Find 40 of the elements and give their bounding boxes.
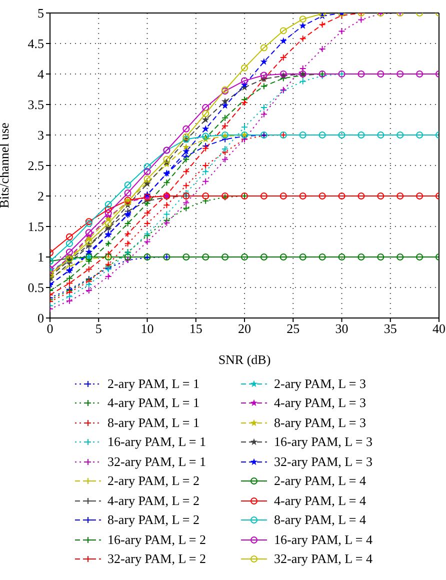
legend-label: 2-ary PAM, L = 4 [274,473,366,490]
x-axis-title: SNR (dB) [218,352,271,367]
x-tick-label: 40 [432,321,446,336]
legend-label: 32-ary PAM, L = 3 [274,454,372,470]
legend-label: 2-ary PAM, L = 2 [108,473,200,490]
legend-label: 8-ary PAM, L = 2 [108,512,200,528]
legend-label: 16-ary PAM, L = 4 [274,532,372,548]
x-tick-label: 20 [238,321,251,336]
y-tick-label: 4 [38,66,44,82]
x-tick-label: 35 [384,321,397,336]
y-tick-label: 1 [38,250,44,265]
legend-label: 4-ary PAM, L = 4 [274,492,366,509]
x-tick-label: 25 [286,321,300,336]
y-tick-label: 3.5 [28,97,44,112]
legend-label: 2-ary PAM, L = 3 [274,376,366,392]
legend-label: 4-ary PAM, L = 2 [108,492,200,509]
legend-label: 16-ary PAM, L = 2 [108,532,206,548]
x-tick-label: 10 [140,321,154,336]
legend-label: 4-ary PAM, L = 3 [274,395,366,412]
legend-label: 8-ary PAM, L = 1 [108,414,200,431]
y-tick-label: 5 [38,6,44,21]
y-tick-label: 0.5 [28,280,44,296]
legend-label: 16-ary PAM, L = 3 [274,434,372,450]
legend-label: 2-ary PAM, L = 1 [108,376,200,392]
legend-label: 4-ary PAM, L = 1 [108,395,200,412]
y-tick-label: 2.5 [28,158,44,174]
x-tick-label: 15 [189,321,202,336]
x-tick-label: 30 [335,321,348,336]
y-tick-label: 4.5 [28,36,44,52]
y-tick-label: 2 [38,188,44,204]
legend-label: 32-ary PAM, L = 1 [108,454,206,470]
legend-label: 32-ary PAM, L = 2 [108,551,206,568]
legend-label: 32-ary PAM, L = 4 [274,551,372,568]
legend-label: 8-ary PAM, L = 4 [274,512,366,528]
y-tick-label: 0 [38,310,44,326]
y-tick-label: 3 [38,128,44,143]
legend-label: 16-ary PAM, L = 1 [108,434,206,450]
y-tick-label: 1.5 [28,219,44,234]
legend-label: 8-ary PAM, L = 3 [274,414,366,431]
x-tick-label: 5 [95,321,102,336]
